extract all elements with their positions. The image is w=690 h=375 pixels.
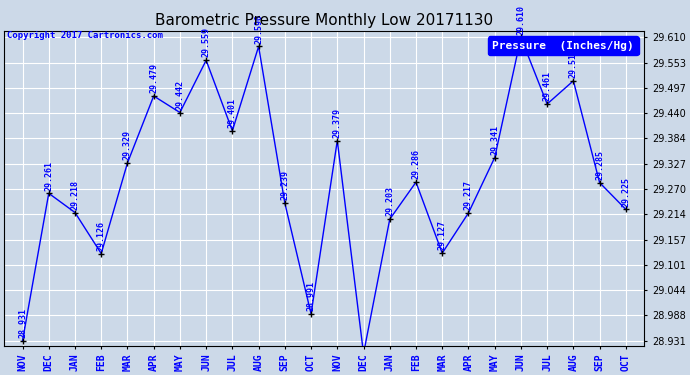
Legend: Pressure  (Inches/Hg): Pressure (Inches/Hg) — [488, 36, 639, 55]
Text: 29.379: 29.379 — [333, 108, 342, 138]
Text: 29.217: 29.217 — [464, 180, 473, 210]
Text: 29.329: 29.329 — [123, 130, 132, 160]
Text: 29.127: 29.127 — [437, 220, 446, 251]
Text: 29.239: 29.239 — [280, 170, 289, 200]
Text: 29.341: 29.341 — [490, 125, 499, 155]
Text: 29.126: 29.126 — [97, 221, 106, 251]
Text: 29.261: 29.261 — [44, 160, 53, 190]
Text: 29.286: 29.286 — [411, 149, 420, 179]
Text: 29.610: 29.610 — [516, 5, 525, 35]
Text: 29.218: 29.218 — [70, 180, 79, 210]
Text: 29.401: 29.401 — [228, 98, 237, 128]
Text: 29.285: 29.285 — [595, 150, 604, 180]
Text: 29.225: 29.225 — [621, 177, 631, 207]
Title: Barometric Pressure Monthly Low 20171130: Barometric Pressure Monthly Low 20171130 — [155, 13, 493, 28]
Text: 29.479: 29.479 — [149, 63, 158, 93]
Text: 29.442: 29.442 — [175, 80, 184, 110]
Text: 28.991: 28.991 — [306, 281, 315, 311]
Text: 29.513: 29.513 — [569, 48, 578, 78]
Text: 29.590: 29.590 — [254, 13, 263, 44]
Text: 29.559: 29.559 — [201, 27, 210, 57]
Text: 29.461: 29.461 — [542, 71, 551, 101]
Text: 28.902: 28.902 — [0, 374, 1, 375]
Text: 29.203: 29.203 — [385, 186, 394, 216]
Text: Copyright 2017 Cartronics.com: Copyright 2017 Cartronics.com — [7, 30, 163, 39]
Text: 28.931: 28.931 — [18, 308, 27, 338]
